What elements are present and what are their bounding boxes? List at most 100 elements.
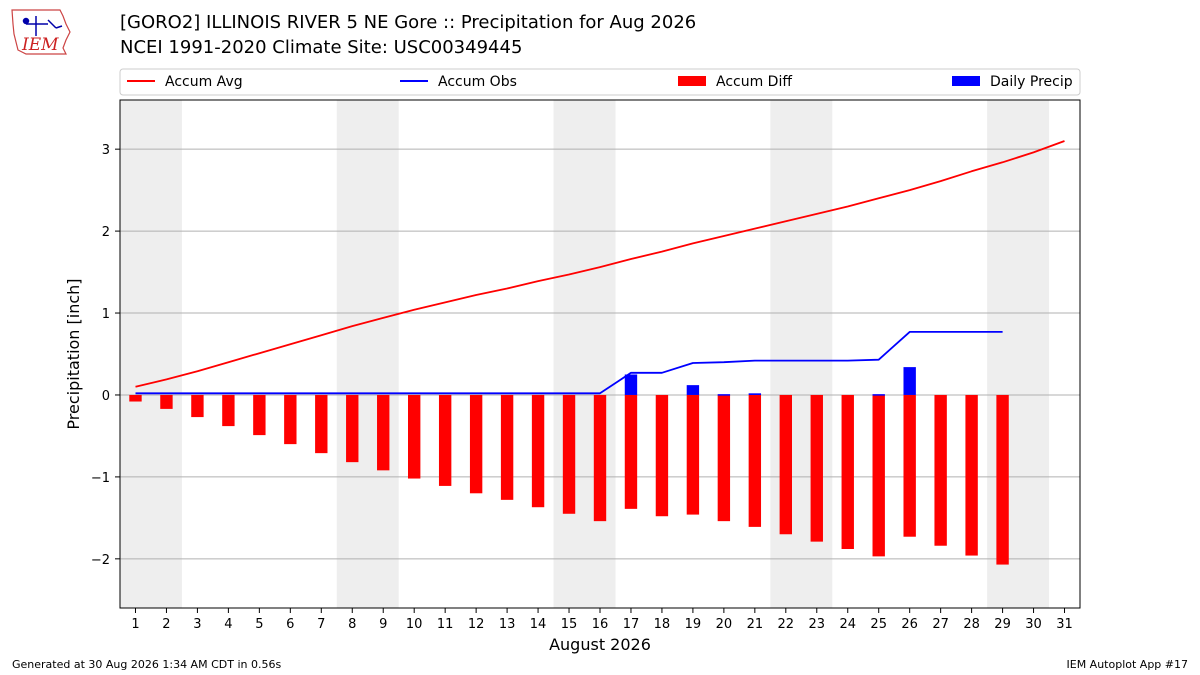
legend-daily-swatch <box>952 76 980 86</box>
accum-lines <box>135 140 1065 395</box>
x-tick-label: 13 <box>499 617 516 632</box>
x-tick-label: 29 <box>994 617 1011 632</box>
accum-diff-bar <box>129 394 142 402</box>
daily-precip-bar <box>748 393 762 395</box>
accum-diff-bar <box>934 394 947 546</box>
accum-diff-bar <box>965 394 978 556</box>
x-axis: 1 2 3 4 5 6 7 8 9 10 11 12 13 14 15 16 17 18 19 20 21 22 23 24 2… <box>131 608 1073 632</box>
x-tick-label: 20 <box>716 617 733 632</box>
accum-diff-bar <box>841 394 854 550</box>
accum-diff-bar <box>284 394 297 445</box>
chart-subtitle: NCEI 1991-2020 Climate Site: USC00349445 <box>120 37 523 58</box>
y-tick-label: 1 <box>102 307 110 322</box>
accum-diff-bar <box>253 394 266 436</box>
weather-station-icon <box>22 16 63 36</box>
generated-timestamp: Generated at 30 Aug 2026 1:34 AM CDT in … <box>12 658 282 671</box>
x-tick-label: 15 <box>561 617 578 632</box>
x-tick-label: 26 <box>901 617 918 632</box>
accum-diff-bar <box>377 394 390 471</box>
accum-diff-bar <box>996 394 1009 565</box>
accum-diff-bar <box>222 394 235 427</box>
accum-diff-bar <box>779 394 792 535</box>
x-tick-label: 10 <box>406 617 423 632</box>
accum-diff-bar <box>191 394 204 418</box>
daily-precip-bar <box>717 394 731 396</box>
accum-diff-bar <box>810 394 823 542</box>
y-tick-label: −2 <box>91 553 110 568</box>
accum-obs-line <box>135 330 1003 395</box>
accum-diff-bar <box>717 394 731 522</box>
accum-diff-bar <box>531 394 545 508</box>
accum-diff-bar <box>500 394 514 500</box>
legend-obs-label: Accum Obs <box>438 74 517 90</box>
app-credit: IEM Autoplot App #17 <box>1066 658 1189 671</box>
accum-diff-bar <box>624 394 638 509</box>
x-tick-label: 23 <box>809 617 826 632</box>
accum-diff-bars <box>129 394 1009 565</box>
chart-title: [GORO2] ILLINOIS RIVER 5 NE Gore :: Prec… <box>120 12 697 33</box>
x-tick-label: 8 <box>348 617 356 632</box>
legend: Accum Avg Accum Obs Accum Diff Daily Precip <box>119 68 1081 96</box>
x-tick-label: 1 <box>131 617 139 632</box>
accum-diff-bar <box>160 394 173 409</box>
accum-diff-bar <box>438 394 452 486</box>
x-tick-label: 17 <box>623 617 640 632</box>
y-axis-label: Precipitation [inch] <box>64 278 83 429</box>
x-tick-label: 24 <box>839 617 856 632</box>
accum-diff-bar <box>346 394 359 463</box>
accum-diff-bar <box>469 394 483 494</box>
x-tick-label: 31 <box>1056 617 1073 632</box>
x-tick-label: 19 <box>685 617 702 632</box>
accum-diff-bar <box>903 394 916 537</box>
x-axis-label: August 2026 <box>549 635 651 654</box>
accum-avg-line <box>135 140 1065 388</box>
accum-diff-bar <box>408 394 421 479</box>
x-tick-label: 12 <box>468 617 485 632</box>
legend-box <box>119 68 1081 96</box>
daily-precip-bar <box>624 374 638 395</box>
weekend-shade-band <box>336 100 399 608</box>
accum-diff-bar <box>315 394 328 454</box>
x-tick-label: 11 <box>437 617 454 632</box>
y-tick-label: −1 <box>91 471 110 486</box>
legend-daily-label: Daily Precip <box>990 74 1073 90</box>
x-tick-label: 25 <box>870 617 887 632</box>
x-tick-label: 3 <box>193 617 201 632</box>
accum-diff-bar <box>562 394 576 514</box>
x-tick-label: 16 <box>592 617 609 632</box>
legend-avg-label: Accum Avg <box>165 74 243 90</box>
accum-diff-bar <box>748 394 762 527</box>
x-tick-label: 18 <box>654 617 671 632</box>
iem-logo: IEM <box>11 9 71 55</box>
x-tick-label: 6 <box>286 617 294 632</box>
accum-diff-bar <box>872 394 885 557</box>
legend-diff-label: Accum Diff <box>716 74 792 90</box>
x-tick-label: 27 <box>932 617 949 632</box>
y-axis: −2 −1 0 1 2 3 <box>91 143 120 568</box>
x-tick-label: 28 <box>963 617 980 632</box>
weekend-shade-band <box>120 100 182 608</box>
x-tick-label: 21 <box>747 617 764 632</box>
daily-precip-bars <box>624 367 916 396</box>
x-tick-label: 14 <box>530 617 547 632</box>
x-tick-label: 9 <box>379 617 387 632</box>
x-tick-label: 7 <box>317 617 325 632</box>
accum-diff-bar <box>686 394 700 515</box>
daily-precip-bar <box>686 385 700 395</box>
x-tick-label: 30 <box>1025 617 1042 632</box>
legend-diff-swatch <box>678 76 706 86</box>
x-tick-label: 5 <box>255 617 263 632</box>
daily-precip-bar <box>872 394 885 396</box>
y-tick-label: 3 <box>102 143 110 158</box>
accum-diff-bar <box>593 394 607 522</box>
x-tick-label: 2 <box>162 617 170 632</box>
accum-diff-bar <box>655 394 669 517</box>
x-tick-label: 22 <box>778 617 795 632</box>
logo-text: IEM <box>21 35 59 55</box>
y-tick-label: 0 <box>102 389 110 404</box>
x-tick-label: 4 <box>224 617 232 632</box>
y-tick-label: 2 <box>102 225 110 240</box>
daily-precip-bar <box>903 367 916 395</box>
weekend-shade-band <box>553 100 616 608</box>
